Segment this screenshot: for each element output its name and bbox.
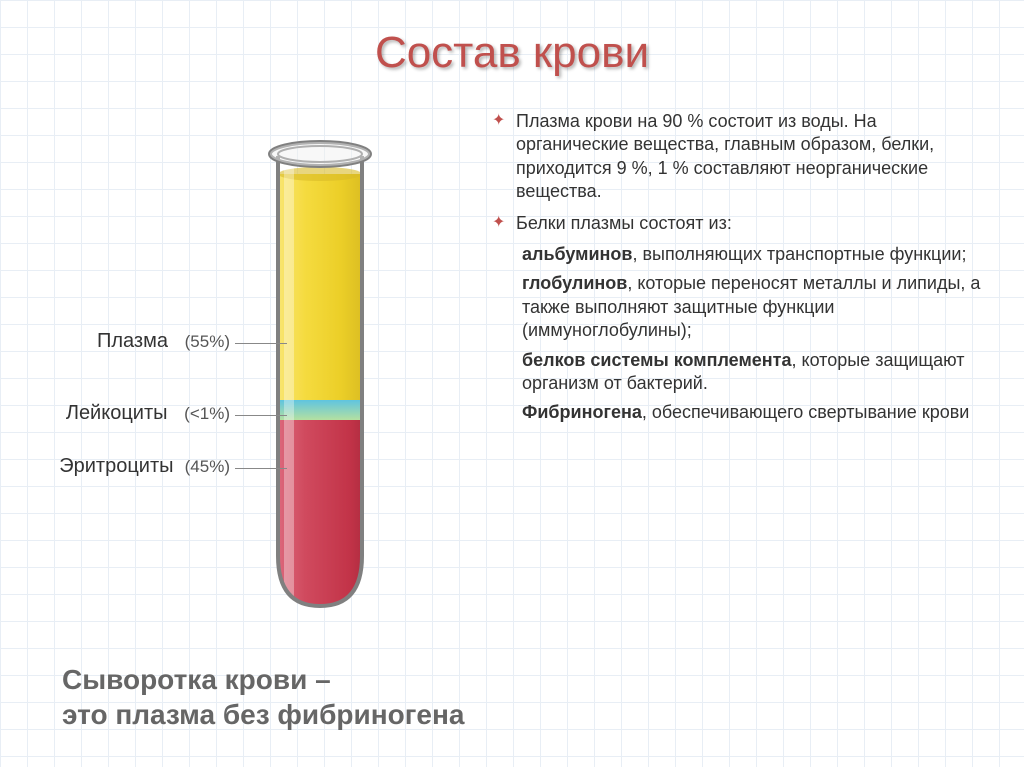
sub-4: Фибриногена, обеспечивающего свертывание… [490, 401, 990, 424]
sub-3-bold: белков системы комплемента [522, 350, 791, 370]
sub-1-bold: альбуминов [522, 244, 632, 264]
sub-3: белков системы комплемента, которые защи… [490, 349, 990, 396]
test-tube-svg [250, 136, 390, 626]
label-erythrocytes-pct: (45%) [185, 457, 230, 476]
line-erythrocytes [235, 468, 287, 469]
label-plasma: Плазма (55%) [97, 330, 230, 353]
label-leukocytes-name: Лейкоциты [66, 402, 168, 424]
line-plasma [235, 343, 287, 344]
footer-definition: Сыворотка крови – это плазма без фибрино… [62, 662, 464, 732]
slide-title: Состав крови [0, 28, 1024, 78]
line-leukocytes [235, 415, 287, 416]
sub-2-bold: глобулинов [522, 273, 627, 293]
bullet-1: Плазма крови на 90 % состоит из воды. На… [490, 110, 990, 204]
label-plasma-pct: (55%) [185, 332, 230, 351]
tube-diagram: Плазма (55%) Лейкоциты (<1%) Эритроциты … [40, 130, 460, 620]
label-plasma-name: Плазма [97, 330, 168, 352]
sub-1: альбуминов, выполняющих транспортные фун… [490, 243, 990, 266]
bullet-list: Плазма крови на 90 % состоит из воды. На… [490, 110, 990, 431]
label-erythrocytes-name: Эритроциты [59, 455, 173, 477]
label-leukocytes: Лейкоциты (<1%) [66, 402, 230, 425]
label-leukocytes-pct: (<1%) [184, 404, 230, 423]
sub-4-bold: Фибриногена [522, 402, 642, 422]
footer-line-1: Сыворотка крови – [62, 662, 464, 697]
footer-line-2: это плазма без фибриногена [62, 697, 464, 732]
bullet-2: Белки плазмы состоят из: [490, 212, 990, 235]
sub-1-rest: , выполняющих транспортные функции; [632, 244, 966, 264]
label-erythrocytes: Эритроциты (45%) [59, 455, 230, 478]
sub-4-rest: , обеспечивающего свертывание крови [642, 402, 969, 422]
sub-2: глобулинов, которые переносят металлы и … [490, 272, 990, 342]
